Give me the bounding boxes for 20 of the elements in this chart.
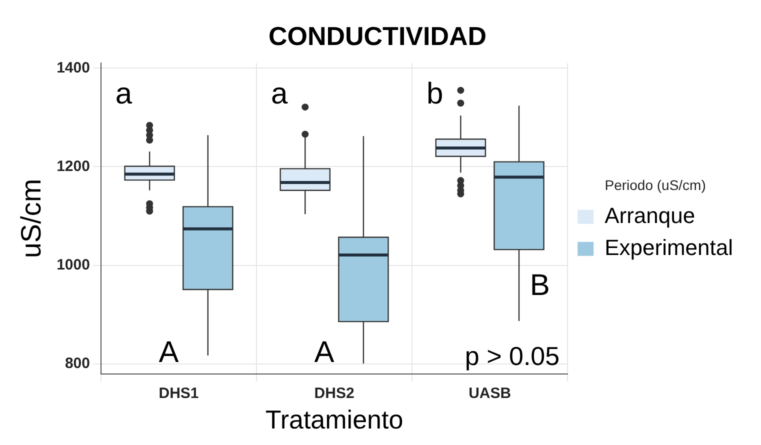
annotation: A [158,336,179,370]
y-tick-label: 1000 [56,256,90,274]
annotation: a [115,77,132,110]
annotation: a [270,77,288,110]
annotation: A [314,336,334,370]
legend-label: Experimental [604,234,733,260]
y-axis-title: uS/cm [16,178,47,258]
y-tick-label: 1400 [56,59,90,76]
legend-title: Periodo (uS/cm) [604,176,706,193]
annotation: b [426,77,444,110]
x-axis-title: Tratamiento [265,404,404,435]
x-tick-label: DHS1 [158,384,199,402]
y-tick-label: 800 [64,355,90,372]
legend-label: Arranque [604,202,696,228]
y-tick-label: 1200 [56,158,90,175]
annotation: p > 0.05 [464,340,560,371]
x-tick-label: DHS2 [314,384,354,402]
annotation: B [530,269,550,302]
x-tick-label: UASB [468,384,512,402]
chart-title: CONDUCTIVIDAD [268,20,487,51]
